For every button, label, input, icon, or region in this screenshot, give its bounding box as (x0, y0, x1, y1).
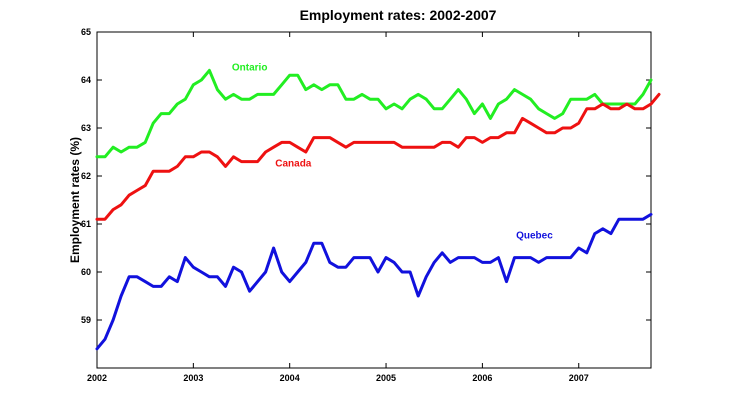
y-tick-label: 65 (81, 27, 91, 37)
plot-area: 2002 2003 2004 2005 2006 2007 59 60 61 62 63 64 65 On… (81, 27, 661, 383)
y-tick-label: 62 (81, 171, 91, 181)
x-tick-label: 2006 (472, 373, 492, 383)
series-line-ontario (95, 68, 653, 159)
chart-title: Employment rates: 2002-2007 (300, 7, 497, 23)
series-label-quebec: Quebec (516, 230, 553, 241)
y-tick-label: 60 (81, 267, 91, 277)
y-tick-label: 64 (81, 75, 91, 85)
y-axis-label: Employment rates (%) (68, 137, 82, 263)
series-line-canada (95, 92, 661, 221)
x-tick-label: 2007 (569, 373, 589, 383)
x-tick-label: 2005 (376, 373, 396, 383)
x-tick-label: 2004 (280, 373, 300, 383)
x-tick-label: 2003 (183, 373, 203, 383)
series-label-canada: Canada (275, 158, 312, 169)
y-tick-label: 61 (81, 219, 91, 229)
x-tick-label: 2002 (87, 373, 107, 383)
series-label-ontario: Ontario (232, 62, 268, 73)
y-tick-label: 59 (81, 315, 91, 325)
y-tick-label: 63 (81, 123, 91, 133)
series-line-quebec (95, 212, 653, 351)
plot-frame (96, 31, 652, 369)
